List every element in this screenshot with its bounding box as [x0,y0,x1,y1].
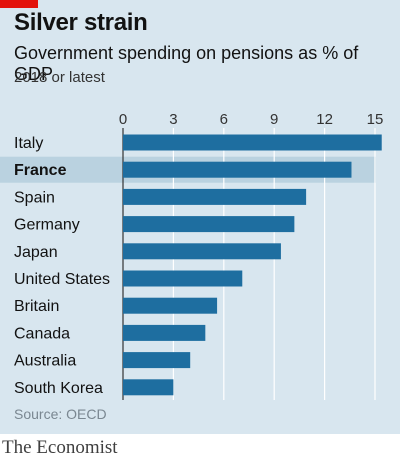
category-label: South Korea [14,380,103,397]
category-label: Germany [14,217,80,234]
bar-italy [123,134,382,151]
x-tick-label: 15 [367,111,384,128]
bar-germany [123,216,295,233]
bar-britain [123,297,218,314]
bar-south-korea [123,379,174,396]
brand-red-tag [0,0,38,8]
brand-logo: The Economist [2,437,118,458]
bar-spain [123,188,307,205]
category-label: Britain [14,298,59,315]
category-label: Italy [14,135,43,152]
chart-subtitle: Government spending on pensions as % of … [14,43,359,84]
bar-united-states [123,270,243,287]
category-label: Spain [14,189,55,206]
category-label: Australia [14,353,76,370]
category-label: France [14,162,67,179]
category-label: Canada [14,325,70,342]
category-label: United States [14,271,110,288]
category-label: Japan [14,244,58,261]
x-tick-label: 0 [119,111,127,128]
x-tick-label: 6 [220,111,228,128]
x-tick-label: 3 [169,111,177,128]
bar-australia [123,352,191,369]
bar-chart: 0 3 6 9 12 15 Italy France Spain Germany Japan Unit… [0,111,384,400]
chart-title: Silver strain [14,9,148,36]
bar-france [123,161,352,178]
x-tick-label: 9 [270,111,278,128]
bar-japan [123,243,281,260]
bar-canada [123,324,206,341]
x-tick-label: 12 [316,111,333,128]
chart-note: 2018 or latest [14,69,105,86]
source-note: Source: OECD [14,406,107,422]
